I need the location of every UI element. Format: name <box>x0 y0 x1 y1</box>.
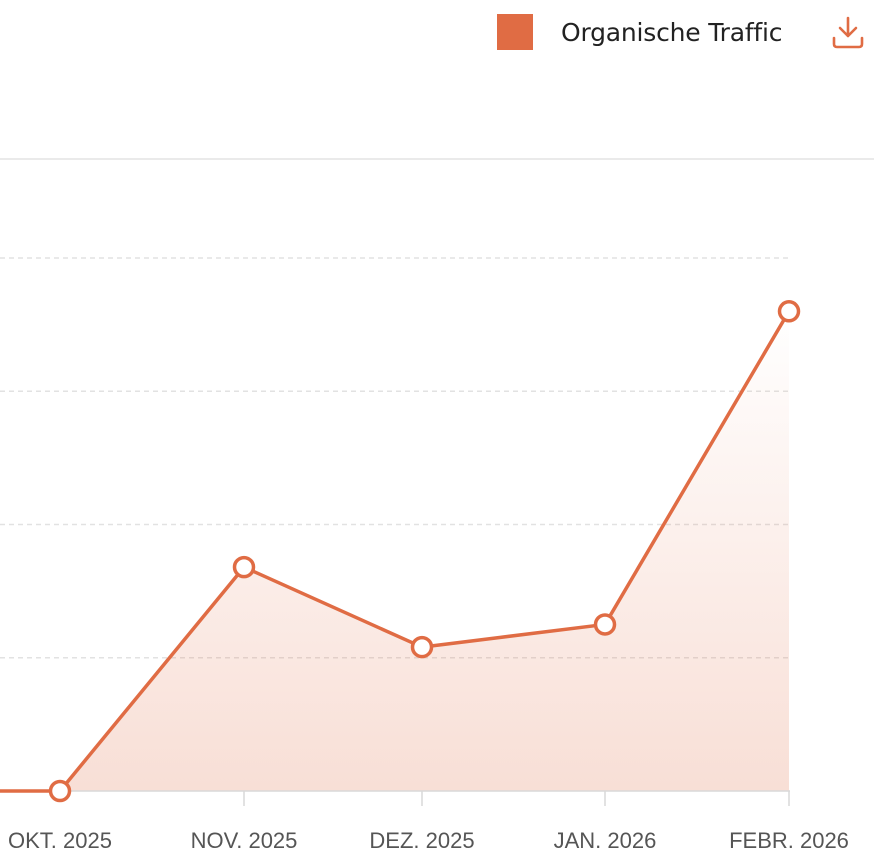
download-icon <box>832 16 864 49</box>
x-tick-label: NOV. 2025 <box>191 828 298 853</box>
x-tick-label: FEBR. 2026 <box>729 828 849 853</box>
data-point-2[interactable] <box>410 635 434 659</box>
x-tick-label: JAN. 2026 <box>554 828 657 853</box>
data-point-1[interactable] <box>232 555 256 579</box>
x-axis-labels: OKT. 2025 NOV. 2025 DEZ. 2025 JAN. 2026 FEBR… <box>8 828 849 853</box>
legend-swatch <box>497 14 533 50</box>
download-button[interactable] <box>830 14 866 52</box>
x-axis-ticks <box>243 791 790 806</box>
legend-label: Organische Traffic <box>561 17 783 47</box>
data-point-3[interactable] <box>593 613 617 636</box>
data-points <box>48 300 801 803</box>
series-area-fill <box>60 311 789 791</box>
legend[interactable]: Organische Traffic <box>497 14 783 50</box>
x-tick-label: OKT. 2025 <box>8 828 112 853</box>
data-point-4[interactable] <box>777 300 801 323</box>
data-point-0[interactable] <box>48 779 72 803</box>
x-tick-label: DEZ. 2025 <box>369 828 474 853</box>
